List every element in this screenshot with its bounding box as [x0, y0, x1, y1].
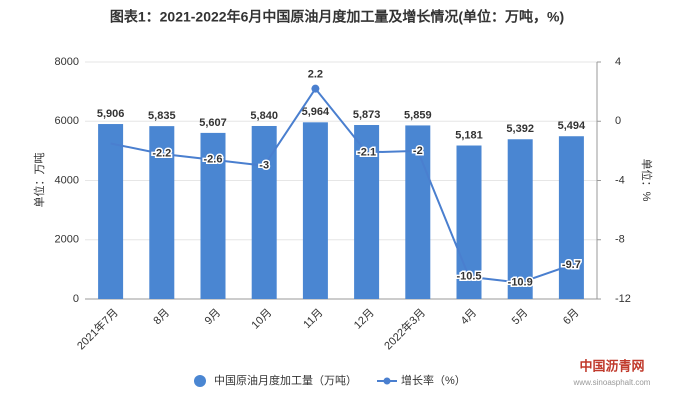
- bar: [507, 139, 533, 299]
- line-value-label: -2.2: [152, 148, 171, 160]
- legend-swatch: [383, 377, 391, 385]
- bar: [456, 145, 482, 299]
- bar-value-label: 5,873: [353, 109, 381, 121]
- line-marker: [311, 84, 320, 93]
- y-axis-label: 单位：万吨: [32, 153, 46, 208]
- bar-value-label: 5,906: [97, 108, 125, 120]
- bar-value-label: 5,840: [250, 110, 278, 122]
- legend-swatch: [194, 375, 206, 387]
- y2-axis-label: 单位：%: [640, 159, 654, 202]
- bar: [354, 125, 380, 299]
- y-tick-label: 6000: [55, 115, 79, 127]
- x-tick-label: 11月: [301, 307, 325, 331]
- chart-title: 图表1：2021-2022年6月中国原油月度加工量及增长情况(单位：万吨，%): [110, 9, 564, 25]
- line-value-label: -3: [259, 160, 269, 172]
- bar-value-label: 5,392: [506, 123, 534, 135]
- x-tick-label: 12月: [352, 307, 377, 332]
- logo-name: 中国沥青网: [579, 358, 644, 373]
- x-tick-label: 10月: [249, 307, 274, 332]
- line: [110, 86, 572, 284]
- y2-tick-label: -12: [615, 293, 631, 305]
- bar-value-label: 5,964: [302, 106, 330, 118]
- x-tick-label: 4月: [459, 307, 480, 328]
- bar-value-label: 5,181: [455, 129, 483, 141]
- logo-url: www.sinoasphalt.com: [573, 378, 651, 387]
- bar: [558, 136, 584, 299]
- y-tick-label: 2000: [55, 234, 79, 246]
- line-value-label: -2.1: [357, 146, 376, 158]
- y-tick-label: 8000: [55, 56, 79, 68]
- x-tick-label: 8月: [151, 307, 172, 328]
- y2-tick-label: 4: [615, 56, 621, 68]
- y2-tick-label: 0: [615, 115, 621, 127]
- bar-value-label: 5,607: [199, 117, 227, 129]
- bar: [302, 122, 328, 299]
- x-tick-label: 9月: [203, 307, 224, 328]
- line-value-label: 2.2: [308, 69, 323, 81]
- x-tick-label: 5月: [510, 307, 531, 328]
- bar-value-label: 5,859: [404, 109, 432, 121]
- line-value-label: -2.6: [204, 154, 223, 166]
- legend-label: 增长率（%）: [401, 373, 466, 387]
- line-value-label: -2: [413, 145, 423, 157]
- line-value-label: -9.7: [562, 259, 581, 271]
- y2-tick-label: -8: [615, 234, 625, 246]
- line-value-label: -10.9: [508, 277, 533, 289]
- bar-value-label: 5,835: [148, 110, 176, 122]
- bar: [405, 125, 431, 299]
- y2-tick-label: -4: [615, 174, 625, 186]
- bar-value-label: 5,494: [558, 120, 586, 132]
- x-tick-label: 6月: [561, 307, 582, 328]
- bar: [98, 124, 124, 299]
- x-tick-label: 2022年3月: [381, 305, 428, 352]
- y-tick-label: 4000: [55, 174, 79, 186]
- legend-label: 中国原油月度加工量（万吨）: [214, 373, 357, 387]
- x-tick-label: 2021年7月: [74, 305, 121, 352]
- line-value-label: -10.5: [456, 271, 481, 283]
- y-tick-label: 0: [73, 293, 79, 305]
